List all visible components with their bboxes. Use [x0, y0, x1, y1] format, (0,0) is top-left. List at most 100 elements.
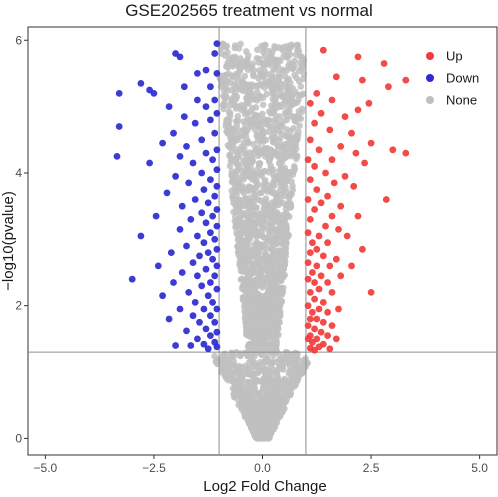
down-point	[213, 182, 221, 190]
none-point	[228, 187, 235, 195]
none-point	[248, 251, 256, 258]
none-point	[256, 138, 264, 146]
up-point	[317, 328, 325, 336]
down-point	[213, 343, 221, 351]
down-point	[200, 305, 208, 313]
none-point	[275, 101, 283, 109]
up-point	[324, 308, 331, 316]
none-point	[263, 187, 271, 194]
none-point	[230, 176, 238, 183]
up-point	[330, 179, 338, 187]
down-point	[189, 159, 197, 167]
none-point	[258, 126, 265, 133]
none-point	[236, 178, 243, 185]
down-point	[113, 153, 121, 160]
none-point	[242, 133, 250, 140]
down-point	[202, 66, 210, 74]
none-point	[272, 66, 280, 73]
none-point	[257, 393, 264, 401]
none-point	[223, 93, 230, 100]
none-point	[294, 135, 301, 143]
down-point	[194, 96, 201, 104]
none-point	[236, 85, 243, 93]
down-point	[213, 109, 221, 117]
down-point	[165, 315, 173, 323]
none-point	[236, 216, 244, 223]
up-point	[332, 73, 340, 81]
none-point	[276, 381, 284, 389]
down-point	[159, 139, 167, 147]
down-point	[183, 327, 190, 335]
none-point	[260, 220, 268, 228]
down-point	[204, 249, 212, 256]
up-point	[317, 109, 325, 117]
none-point	[291, 71, 298, 79]
up-point	[322, 222, 329, 230]
none-point	[299, 75, 307, 83]
none-point	[265, 401, 273, 409]
none-point	[272, 292, 280, 300]
none-point	[242, 259, 249, 267]
down-point	[189, 259, 197, 266]
down-point	[209, 156, 217, 164]
down-point	[115, 123, 123, 130]
down-point	[183, 242, 190, 250]
none-point	[246, 291, 253, 299]
up-point	[341, 113, 349, 120]
x-tick-label: −5.0	[34, 461, 58, 475]
none-point	[292, 360, 300, 367]
none-point	[247, 370, 254, 377]
none-point	[272, 334, 280, 342]
none-point	[267, 162, 275, 169]
up-point	[311, 325, 318, 333]
down-point	[176, 305, 184, 313]
down-point	[170, 129, 177, 137]
none-point	[276, 274, 284, 281]
none-point	[271, 130, 278, 137]
up-point	[306, 315, 314, 323]
down-point	[211, 235, 219, 243]
down-point	[200, 186, 208, 194]
down-point	[207, 312, 214, 320]
none-point	[243, 195, 250, 203]
none-point	[283, 67, 291, 74]
none-point	[274, 324, 282, 332]
none-point	[227, 134, 234, 141]
up-point	[367, 289, 375, 296]
down-point	[213, 40, 221, 47]
none-point	[243, 109, 250, 116]
up-point	[328, 289, 336, 296]
down-point	[167, 249, 175, 256]
none-point	[263, 90, 271, 98]
up-point	[367, 139, 375, 147]
none-point	[253, 376, 261, 384]
up-point	[359, 76, 366, 84]
none-point	[255, 313, 263, 321]
up-point	[332, 335, 340, 343]
up-point	[350, 182, 358, 190]
none-point	[271, 253, 279, 260]
none-point	[224, 127, 232, 135]
none-point	[241, 314, 249, 322]
down-point	[196, 252, 203, 260]
up-point	[304, 302, 312, 310]
none-point	[257, 80, 265, 88]
down-point	[207, 279, 214, 286]
none-point	[240, 244, 248, 252]
down-point	[209, 299, 217, 306]
none-point	[289, 91, 297, 99]
down-point	[202, 103, 210, 110]
none-point	[250, 82, 258, 90]
down-point	[200, 340, 208, 348]
down-point	[185, 289, 193, 296]
none-point	[266, 367, 273, 375]
none-point	[262, 153, 269, 160]
none-point	[225, 369, 232, 376]
down-points-layer	[113, 40, 221, 353]
down-point	[207, 116, 214, 124]
none-point	[264, 396, 271, 403]
none-point	[262, 260, 270, 268]
none-point	[255, 434, 263, 442]
none-point	[224, 49, 231, 56]
